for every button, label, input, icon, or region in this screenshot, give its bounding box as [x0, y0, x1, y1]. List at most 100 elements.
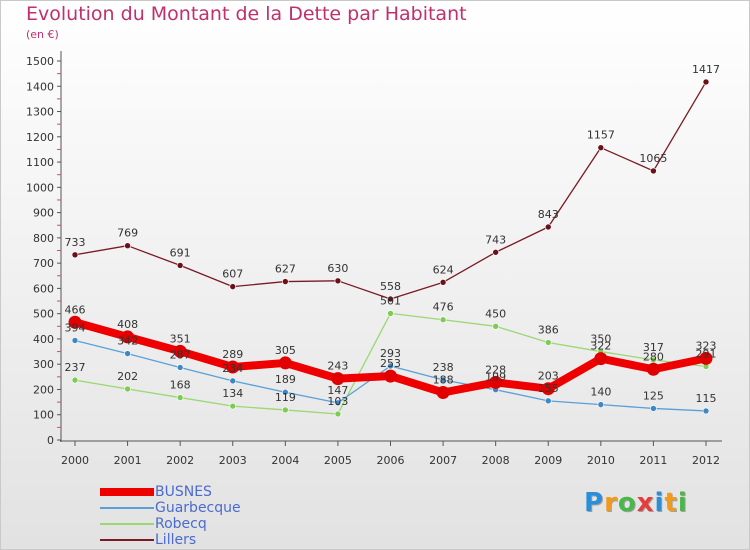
data-label-lillers: 733: [65, 236, 86, 249]
y-tick-label: 700: [33, 257, 54, 270]
y-tick-label: 800: [33, 232, 54, 245]
y-tick-label: 1000: [26, 181, 54, 194]
data-label-lillers: 627: [275, 263, 296, 276]
data-point-busnes: [278, 356, 292, 370]
data-label-busnes: 323: [696, 339, 717, 352]
data-label-lillers: 1417: [692, 63, 720, 76]
data-point-robecq: [492, 322, 499, 330]
legend-label: Lillers: [155, 532, 197, 548]
data-point-lillers: [176, 262, 184, 269]
y-tick-label: 1200: [26, 131, 54, 144]
data-label-busnes: 466: [65, 303, 86, 316]
data-point-lillers: [71, 251, 79, 259]
data-label-robecq: 450: [485, 307, 506, 320]
x-tick-label: 2007: [429, 454, 457, 467]
data-point-lillers: [544, 223, 552, 231]
data-point-robecq: [124, 385, 131, 393]
data-label-guarbecque: 199: [485, 371, 506, 384]
data-point-busnes: [331, 372, 345, 386]
data-label-busnes: 203: [538, 370, 559, 383]
chart-subtitle: (en €): [26, 28, 59, 41]
data-label-robecq: 134: [222, 387, 243, 400]
data-point-lillers: [124, 242, 131, 249]
data-point-robecq: [544, 339, 552, 346]
data-label-robecq: 103: [327, 395, 348, 408]
data-label-guarbecque: 342: [117, 335, 138, 348]
data-label-guarbecque: 287: [170, 348, 191, 361]
legend-label: BUSNES: [155, 484, 212, 500]
legend-label: Guarbecque: [155, 500, 241, 516]
y-tick-label: 0: [47, 434, 54, 447]
data-label-lillers: 743: [485, 233, 506, 246]
data-point-guarbecque: [124, 350, 131, 357]
y-tick-label: 1500: [26, 55, 54, 68]
data-point-guarbecque: [229, 377, 237, 385]
data-label-robecq: 350: [590, 333, 611, 346]
data-label-robecq: 119: [275, 391, 296, 404]
data-point-guarbecque: [71, 337, 79, 344]
y-tick-label: 600: [33, 282, 54, 295]
data-label-guarbecque: 155: [538, 382, 559, 395]
data-point-lillers: [282, 278, 289, 285]
data-label-lillers: 843: [538, 208, 559, 221]
x-tick-label: 2011: [639, 454, 667, 467]
data-point-robecq: [387, 310, 394, 317]
legend-swatch: [100, 539, 154, 541]
x-tick-label: 2010: [587, 454, 615, 467]
data-point-guarbecque: [334, 399, 342, 407]
data-label-guarbecque: 140: [590, 386, 611, 399]
data-label-lillers: 624: [433, 263, 454, 276]
data-label-busnes: 408: [117, 318, 138, 331]
y-tick-label: 200: [33, 383, 54, 396]
data-point-robecq: [71, 376, 79, 384]
data-label-guarbecque: 234: [222, 362, 243, 375]
data-label-busnes: 322: [590, 340, 611, 353]
y-tick-label: 900: [33, 207, 54, 220]
data-point-lillers: [439, 279, 447, 286]
legend-label: Robecq: [155, 516, 207, 532]
series-line-lillers: [74, 81, 707, 300]
data-label-robecq: 291: [696, 347, 717, 360]
data-point-guarbecque: [387, 362, 394, 370]
data-label-lillers: 558: [380, 280, 401, 293]
legend-swatch: [100, 507, 154, 509]
logo-letter: i: [654, 488, 665, 518]
logo-letter: t: [664, 488, 678, 518]
data-label-lillers: 630: [327, 262, 348, 275]
data-label-robecq: 476: [433, 301, 454, 314]
data-label-guarbecque: 147: [327, 384, 348, 397]
x-tick-label: 2005: [324, 454, 352, 467]
data-label-lillers: 769: [117, 227, 138, 240]
data-label-busnes: 351: [170, 332, 191, 345]
data-point-guarbecque: [439, 376, 447, 384]
data-label-robecq: 501: [380, 294, 401, 307]
data-label-guarbecque: 125: [643, 389, 664, 402]
data-label-robecq: 168: [170, 379, 191, 392]
data-point-lillers: [597, 144, 605, 151]
data-label-guarbecque: 293: [380, 347, 401, 360]
y-tick-label: 500: [33, 308, 54, 321]
proxiti-logo: Proxiti: [584, 488, 688, 518]
x-tick-label: 2004: [271, 454, 299, 467]
data-label-lillers: 1157: [587, 129, 615, 142]
data-label-busnes: 280: [643, 350, 664, 363]
data-point-busnes: [646, 362, 660, 376]
logo-letter: P: [584, 488, 605, 518]
logo-letter: r: [604, 488, 618, 518]
data-point-busnes: [541, 382, 555, 396]
chart-title: Evolution du Montant de la Dette par Hab…: [26, 3, 467, 25]
data-point-guarbecque: [597, 401, 605, 408]
data-label-lillers: 607: [222, 268, 243, 281]
data-point-robecq: [229, 402, 237, 410]
y-tick-label: 100: [33, 409, 54, 422]
data-point-lillers: [650, 167, 657, 175]
data-label-robecq: 317: [643, 341, 664, 354]
data-point-busnes: [436, 385, 450, 399]
x-tick-label: 2002: [166, 454, 194, 467]
data-point-busnes: [384, 369, 397, 383]
x-tick-label: 2008: [482, 454, 510, 467]
data-point-robecq: [176, 394, 184, 401]
x-tick-label: 2001: [114, 454, 142, 467]
logo-letter: o: [617, 488, 637, 518]
